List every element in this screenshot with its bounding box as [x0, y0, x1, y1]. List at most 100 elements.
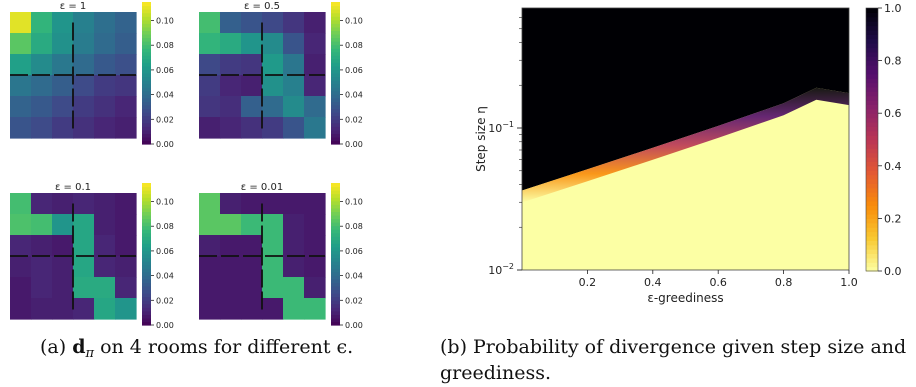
colorbar-segment: [331, 94, 340, 99]
room-heatmap-2: ε = 0.5 0.00 0.02 0.04 0.06 0.08 0.10: [199, 1, 363, 149]
heatmap-cell: [304, 75, 326, 97]
heatmap-cell: [241, 96, 263, 118]
heatmap-cell: [199, 96, 221, 118]
colorbar-segment: [866, 170, 878, 176]
colorbar-segment: [142, 58, 151, 63]
colorbar-segment: [331, 101, 340, 106]
heatmap-cell: [115, 33, 137, 55]
colorbar-segment: [331, 204, 340, 209]
colorbar-segment: [866, 240, 878, 246]
heatmap-cell: [241, 235, 263, 257]
colorbar-segment: [331, 97, 340, 102]
divergence-heatmap: 0.2 0.4 0.6 0.8 1.0 10−2 10−1 ε-greediness Step …: [474, 2, 902, 305]
colorbar-segment: [142, 289, 151, 294]
heatmap-cell: [283, 193, 305, 215]
colorbar-segment: [142, 129, 151, 134]
heatmap-cell: [304, 96, 326, 118]
colorbar-segment: [331, 207, 340, 212]
colorbar-tick-label: 0.6: [884, 107, 902, 120]
colorbar-segment: [331, 126, 340, 131]
colorbar-tick-label: 0.08: [345, 41, 363, 50]
colorbar-segment: [142, 211, 151, 216]
heatmap-cell: [94, 96, 116, 118]
colorbar-segment: [866, 25, 878, 31]
colorbar-segment: [866, 95, 878, 101]
heatmap-cell: [304, 12, 326, 34]
colorbar-segment: [866, 34, 878, 40]
colorbar-segment: [331, 257, 340, 262]
heatmap-cell: [73, 54, 95, 76]
colorbar-segment: [866, 266, 878, 272]
heatmap-cell: [115, 235, 137, 257]
x-tick-label: 0.4: [644, 276, 662, 289]
colorbar-segment: [331, 83, 340, 88]
colorbar-tick-label: 0.02: [345, 115, 363, 124]
colorbar-segment: [331, 80, 340, 85]
colorbar-segment: [866, 100, 878, 106]
colorbar-segment: [866, 104, 878, 110]
heatmap-cell: [10, 277, 32, 299]
colorbar-segment: [331, 48, 340, 53]
heatmap-cell: [304, 277, 326, 299]
colorbar-segment: [866, 82, 878, 88]
heatmap-cell: [115, 277, 137, 299]
heatmap-cell: [199, 193, 221, 215]
colorbar-segment: [142, 186, 151, 191]
heatmap-cell: [262, 235, 284, 257]
colorbar-segment: [866, 257, 878, 263]
colorbar-segment: [866, 174, 878, 180]
colorbar-segment: [331, 104, 340, 110]
divergence-region: [522, 8, 849, 191]
colorbar-segment: [331, 211, 340, 216]
colorbar-tick-label: 0.04: [156, 91, 174, 100]
heatmap-cell: [94, 33, 116, 55]
heatmap-title: ε = 0.01: [241, 182, 283, 193]
colorbar-segment: [142, 207, 151, 212]
colorbar-segment: [331, 200, 340, 205]
plot-frame: [521, 7, 850, 271]
colorbar-segment: [331, 12, 340, 17]
colorbar-segment: [142, 314, 151, 319]
colorbar-tick-label: 0.02: [156, 115, 174, 124]
colorbar-segment: [331, 44, 340, 49]
colorbar-tick-label: 0.04: [345, 272, 363, 281]
heatmap-title: ε = 1: [60, 1, 87, 12]
colorbar-segment: [331, 2, 340, 7]
colorbar-tick-label: 0.10: [156, 198, 174, 207]
heatmap-cell: [94, 54, 116, 76]
colorbar-segment: [866, 178, 878, 184]
colorbar-segment: [331, 190, 340, 195]
colorbar-segment: [866, 192, 878, 198]
heatmap-cell: [283, 235, 305, 257]
colorbar-segment: [866, 262, 878, 268]
heatmap-cell: [115, 96, 137, 118]
colorbar-segment: [142, 87, 151, 92]
heatmap-cell: [304, 193, 326, 215]
colorbar-segment: [142, 2, 151, 7]
colorbar-segment: [331, 289, 340, 294]
colorbar-segment: [142, 37, 151, 42]
colorbar-segment: [142, 16, 151, 21]
heatmap-cell: [220, 54, 242, 76]
colorbar-segment: [331, 112, 340, 117]
heatmap-cell: [52, 235, 74, 257]
heatmap-cell: [199, 33, 221, 55]
colorbar-segment: [331, 285, 340, 291]
colorbar-segment: [142, 190, 151, 195]
colorbar-segment: [142, 90, 151, 95]
colorbar-segment: [331, 140, 340, 145]
colorbar-segment: [331, 264, 340, 269]
colorbar-segment: [866, 43, 878, 49]
heatmap-cell: [220, 75, 242, 97]
heatmap-cell: [283, 256, 305, 278]
colorbar-segment: [142, 19, 151, 24]
colorbar-segment: [331, 218, 340, 223]
colorbar-segment: [866, 64, 878, 70]
heatmap-cell: [220, 298, 242, 320]
caption-b: (b) Probability of divergence given step…: [440, 336, 907, 384]
heatmap-cell: [283, 12, 305, 34]
colorbar-tick-label: 0.0: [884, 265, 902, 278]
heatmap-cell: [52, 277, 74, 299]
heatmap-cell: [31, 214, 53, 236]
colorbar-segment: [142, 296, 151, 301]
